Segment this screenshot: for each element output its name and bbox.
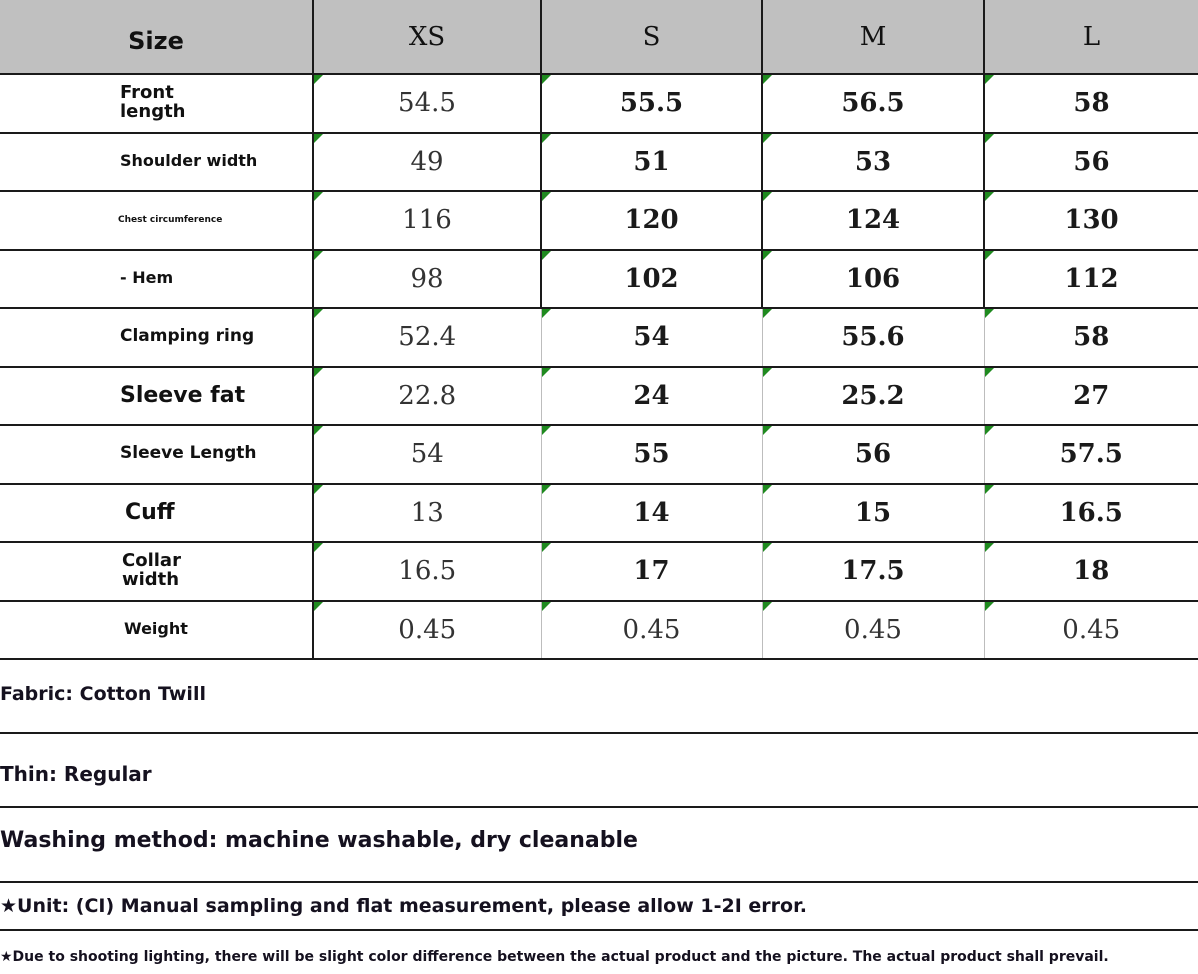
- header-row: Size XS S M L: [0, 0, 1198, 75]
- thickness-note: Thin: Regular: [0, 734, 1198, 808]
- cell-l: 18: [984, 542, 1198, 602]
- row-chest-circumference: Chest circumference 116 120 124 130: [0, 191, 1198, 251]
- cell-s: 51: [541, 132, 763, 192]
- cell-m: 124: [762, 191, 985, 251]
- row-label: Chest circumference: [0, 191, 314, 251]
- cell-xs: 116: [313, 191, 542, 251]
- row-label: Cuff: [0, 483, 314, 543]
- cell-l: 16.5: [984, 483, 1198, 543]
- row-cuff: Cuff 13 14 15 16.5: [0, 483, 1198, 543]
- cell-xs: 13: [313, 483, 542, 543]
- cell-s: 0.45: [541, 600, 763, 660]
- cell-l: 58: [984, 308, 1198, 368]
- row-weight: Weight 0.45 0.45 0.45 0.45: [0, 600, 1198, 660]
- size-chart-table: Size XS S M L Front length 54.5 55.5 56.…: [0, 0, 1198, 660]
- cell-m: 15: [762, 483, 985, 543]
- cell-s: 55.5: [541, 74, 763, 134]
- cell-s: 17: [541, 542, 763, 602]
- cell-s: 120: [541, 191, 763, 251]
- lighting-note: ★Due to shooting lighting, there will be…: [0, 931, 1198, 974]
- cell-s: 55: [541, 425, 763, 485]
- cell-xs: 54: [313, 425, 542, 485]
- header-m: M: [762, 0, 985, 75]
- header-s: S: [541, 0, 763, 75]
- fabric-note: Fabric: Cotton Twill: [0, 660, 1198, 734]
- row-label: - Hem: [0, 249, 314, 309]
- row-hem: - Hem 98 102 106 112: [0, 249, 1198, 309]
- cell-xs: 22.8: [313, 366, 542, 426]
- cell-s: 102: [541, 249, 763, 309]
- cell-s: 24: [541, 366, 763, 426]
- cell-s: 54: [541, 308, 763, 368]
- row-label: Collar width: [0, 542, 314, 602]
- row-label: Sleeve fat: [0, 366, 314, 426]
- cell-m: 17.5: [762, 542, 985, 602]
- cell-m: 55.6: [762, 308, 985, 368]
- unit-note: ★Unit: (CI) Manual sampling and flat mea…: [0, 883, 1198, 931]
- thickness-text: Thin: Regular: [0, 762, 152, 786]
- header-l: L: [984, 0, 1198, 75]
- row-sleeve-fat: Sleeve fat 22.8 24 25.2 27: [0, 366, 1198, 426]
- row-label: Sleeve Length: [0, 425, 314, 485]
- cell-m: 0.45: [762, 600, 985, 660]
- cell-m: 56: [762, 425, 985, 485]
- cell-m: 53: [762, 132, 985, 192]
- cell-s: 14: [541, 483, 763, 543]
- cell-l: 58: [984, 74, 1198, 134]
- cell-m: 106: [762, 249, 985, 309]
- cell-xs: 49: [313, 132, 542, 192]
- row-sleeve-length: Sleeve Length 54 55 56 57.5: [0, 425, 1198, 485]
- row-shoulder-width: Shoulder width 49 51 53 56: [0, 132, 1198, 192]
- cell-m: 56.5: [762, 74, 985, 134]
- lighting-text: ★Due to shooting lighting, there will be…: [0, 948, 1109, 965]
- cell-xs: 0.45: [313, 600, 542, 660]
- cell-xs: 16.5: [313, 542, 542, 602]
- row-front-length: Front length 54.5 55.5 56.5 58: [0, 74, 1198, 134]
- cell-xs: 54.5: [313, 74, 542, 134]
- unit-text: ★Unit: (CI) Manual sampling and flat mea…: [0, 895, 807, 917]
- row-collar-width: Collar width 16.5 17 17.5 18: [0, 542, 1198, 602]
- washing-note: Washing method: machine washable, dry cl…: [0, 808, 1198, 883]
- washing-text: Washing method: machine washable, dry cl…: [0, 828, 638, 853]
- header-xs: XS: [313, 0, 542, 75]
- row-label: Shoulder width: [0, 132, 314, 192]
- fabric-text: Fabric: Cotton Twill: [0, 683, 206, 705]
- header-size: Size: [0, 0, 314, 75]
- cell-xs: 52.4: [313, 308, 542, 368]
- cell-l: 0.45: [984, 600, 1198, 660]
- cell-l: 56: [984, 132, 1198, 192]
- cell-l: 57.5: [984, 425, 1198, 485]
- row-label: Front length: [0, 74, 314, 134]
- cell-l: 112: [984, 249, 1198, 309]
- row-label: Weight: [0, 600, 314, 660]
- row-label: Clamping ring: [0, 308, 314, 368]
- row-clamping-ring: Clamping ring 52.4 54 55.6 58: [0, 308, 1198, 368]
- cell-l: 27: [984, 366, 1198, 426]
- cell-xs: 98: [313, 249, 542, 309]
- cell-m: 25.2: [762, 366, 985, 426]
- cell-l: 130: [984, 191, 1198, 251]
